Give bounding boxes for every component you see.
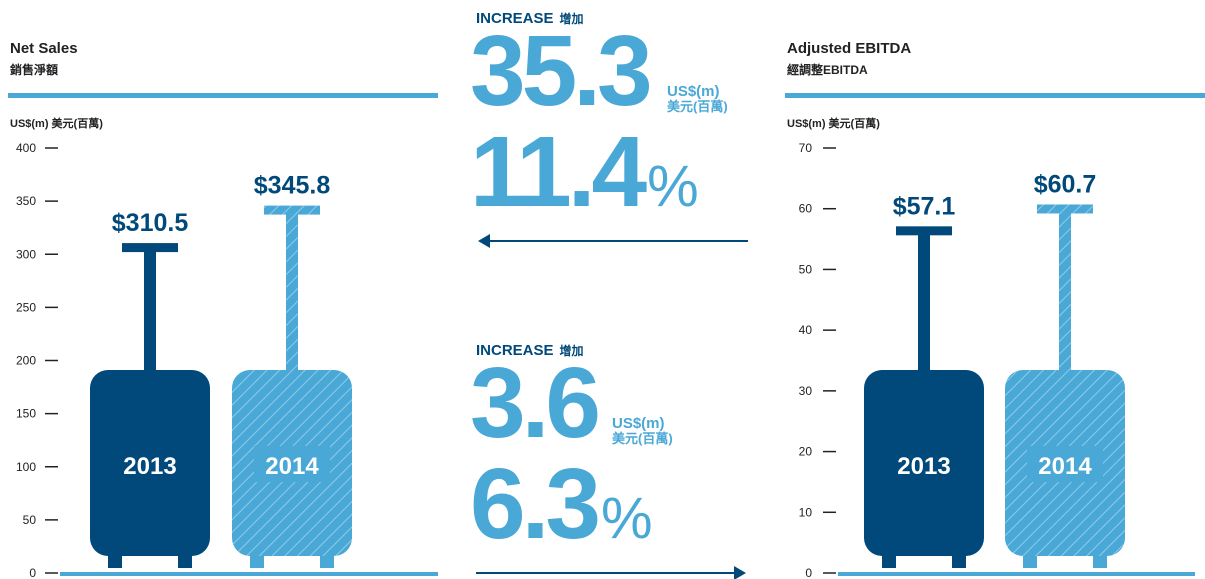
category-label: 2013 [897,453,950,480]
bar [122,243,178,253]
change-unit: US$(m) [667,83,720,100]
change-value: 35.3 [470,15,649,127]
category-label: 2014 [1038,453,1092,480]
y-tick-label: 40 [799,323,813,337]
suitcase-body [90,370,210,556]
label-box [254,446,330,482]
percent-value: 6.3 [470,448,597,560]
y-tick-label: 20 [799,445,813,459]
bar [1037,204,1093,214]
value-label: $345.8 [254,172,331,200]
title-rule [785,93,1205,98]
baseline [60,572,438,576]
y-tick-label: 350 [16,194,36,208]
category-label: 2013 [123,453,176,480]
change-unit-zh: 美元(百萬) [667,99,728,114]
chart-subtitle: 經調整EBITDA [787,62,868,77]
y-tick-label: 0 [29,566,36,579]
percent-value: 11.4 [470,116,647,228]
value-label: $310.5 [112,209,189,237]
y-axis-label: US$(m) 美元(百萬) [787,116,880,130]
value-label: $60.7 [1034,170,1097,198]
y-tick-label: 100 [16,460,36,474]
handle-stem [1059,212,1071,370]
handle-stem [286,213,298,370]
bar [896,226,952,236]
y-tick-label: 50 [799,262,813,276]
suitcase-body [864,370,984,556]
increase-label: INCREASE 增加 [476,342,584,359]
baseline [838,572,1195,576]
arrow-head [734,566,746,579]
y-tick-label: 0 [805,566,812,579]
y-tick-label: 10 [799,505,813,519]
change-unit-zh: 美元(百萬) [612,431,673,446]
y-tick-label: 50 [23,513,37,527]
handle-stem [918,234,930,370]
increase-label: INCREASE 增加 [476,10,584,27]
y-tick-label: 60 [799,202,813,216]
value-label: $57.1 [893,192,956,220]
chart-title: Net Sales [10,40,78,57]
label-box [1027,446,1103,482]
increase-zh: 增加 [560,343,584,358]
y-tick-label: 250 [16,300,36,314]
arrow-head [478,234,490,248]
percent-sign: % [647,154,699,219]
y-tick-label: 300 [16,247,36,261]
title-rule [8,93,438,98]
chart-subtitle: 銷售淨額 [10,62,58,77]
y-tick-label: 200 [16,354,36,368]
increase-zh: 增加 [560,11,584,26]
percent-sign: % [601,486,653,551]
handle-stem [144,251,156,370]
change-value: 3.6 [470,347,597,459]
change-percent: 11.4% [470,116,699,228]
y-axis-label: US$(m) 美元(百萬) [10,116,103,130]
y-tick-label: 150 [16,407,36,421]
increase-en: INCREASE [476,10,554,27]
category-label: 2014 [265,453,319,480]
bar [264,205,320,215]
increase-en: INCREASE [476,342,554,359]
y-tick-label: 30 [799,384,813,398]
change-percent: 6.3% [470,448,653,560]
chart-title: Adjusted EBITDA [787,40,911,57]
y-tick-label: 70 [799,141,813,155]
change-unit: US$(m) [612,415,665,432]
y-tick-label: 400 [16,141,36,155]
